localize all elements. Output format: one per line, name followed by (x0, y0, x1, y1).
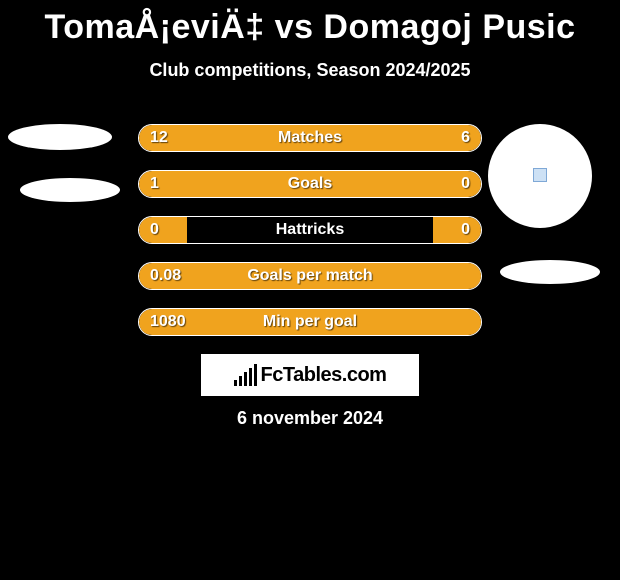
player-right-shadow (500, 260, 600, 284)
stat-row: 1080Min per goal (138, 308, 482, 336)
page-title: TomaÅ¡eviÄ‡ vs Domagoj Pusic (0, 8, 620, 47)
logo-bar (239, 376, 242, 386)
date-text: 6 november 2024 (0, 408, 620, 429)
stat-value-right: 6 (461, 124, 470, 152)
stat-value-right: 0 (461, 216, 470, 244)
page-subtitle: Club competitions, Season 2024/2025 (0, 60, 620, 81)
stat-row: 12Matches6 (138, 124, 482, 152)
stat-label: Hattricks (138, 216, 482, 244)
logo-box: FcTables.com (201, 354, 419, 396)
stat-row: 0.08Goals per match (138, 262, 482, 290)
player-left-avatar-shape-1 (8, 124, 112, 150)
stat-label: Matches (138, 124, 482, 152)
logo-bars-icon (234, 364, 257, 386)
stat-label: Goals (138, 170, 482, 198)
stat-value-right: 0 (461, 170, 470, 198)
logo-bar (234, 380, 237, 386)
logo-bar (244, 372, 247, 386)
image-placeholder-icon (533, 168, 547, 182)
player-left-avatar-shape-2 (20, 178, 120, 202)
stats-container: 12Matches61Goals00Hattricks00.08Goals pe… (138, 124, 482, 354)
stat-row: 1Goals0 (138, 170, 482, 198)
stat-label: Min per goal (138, 308, 482, 336)
logo-bar (249, 368, 252, 386)
logo-text: FcTables.com (261, 364, 387, 387)
stat-row: 0Hattricks0 (138, 216, 482, 244)
logo-bar (254, 364, 257, 386)
stat-label: Goals per match (138, 262, 482, 290)
